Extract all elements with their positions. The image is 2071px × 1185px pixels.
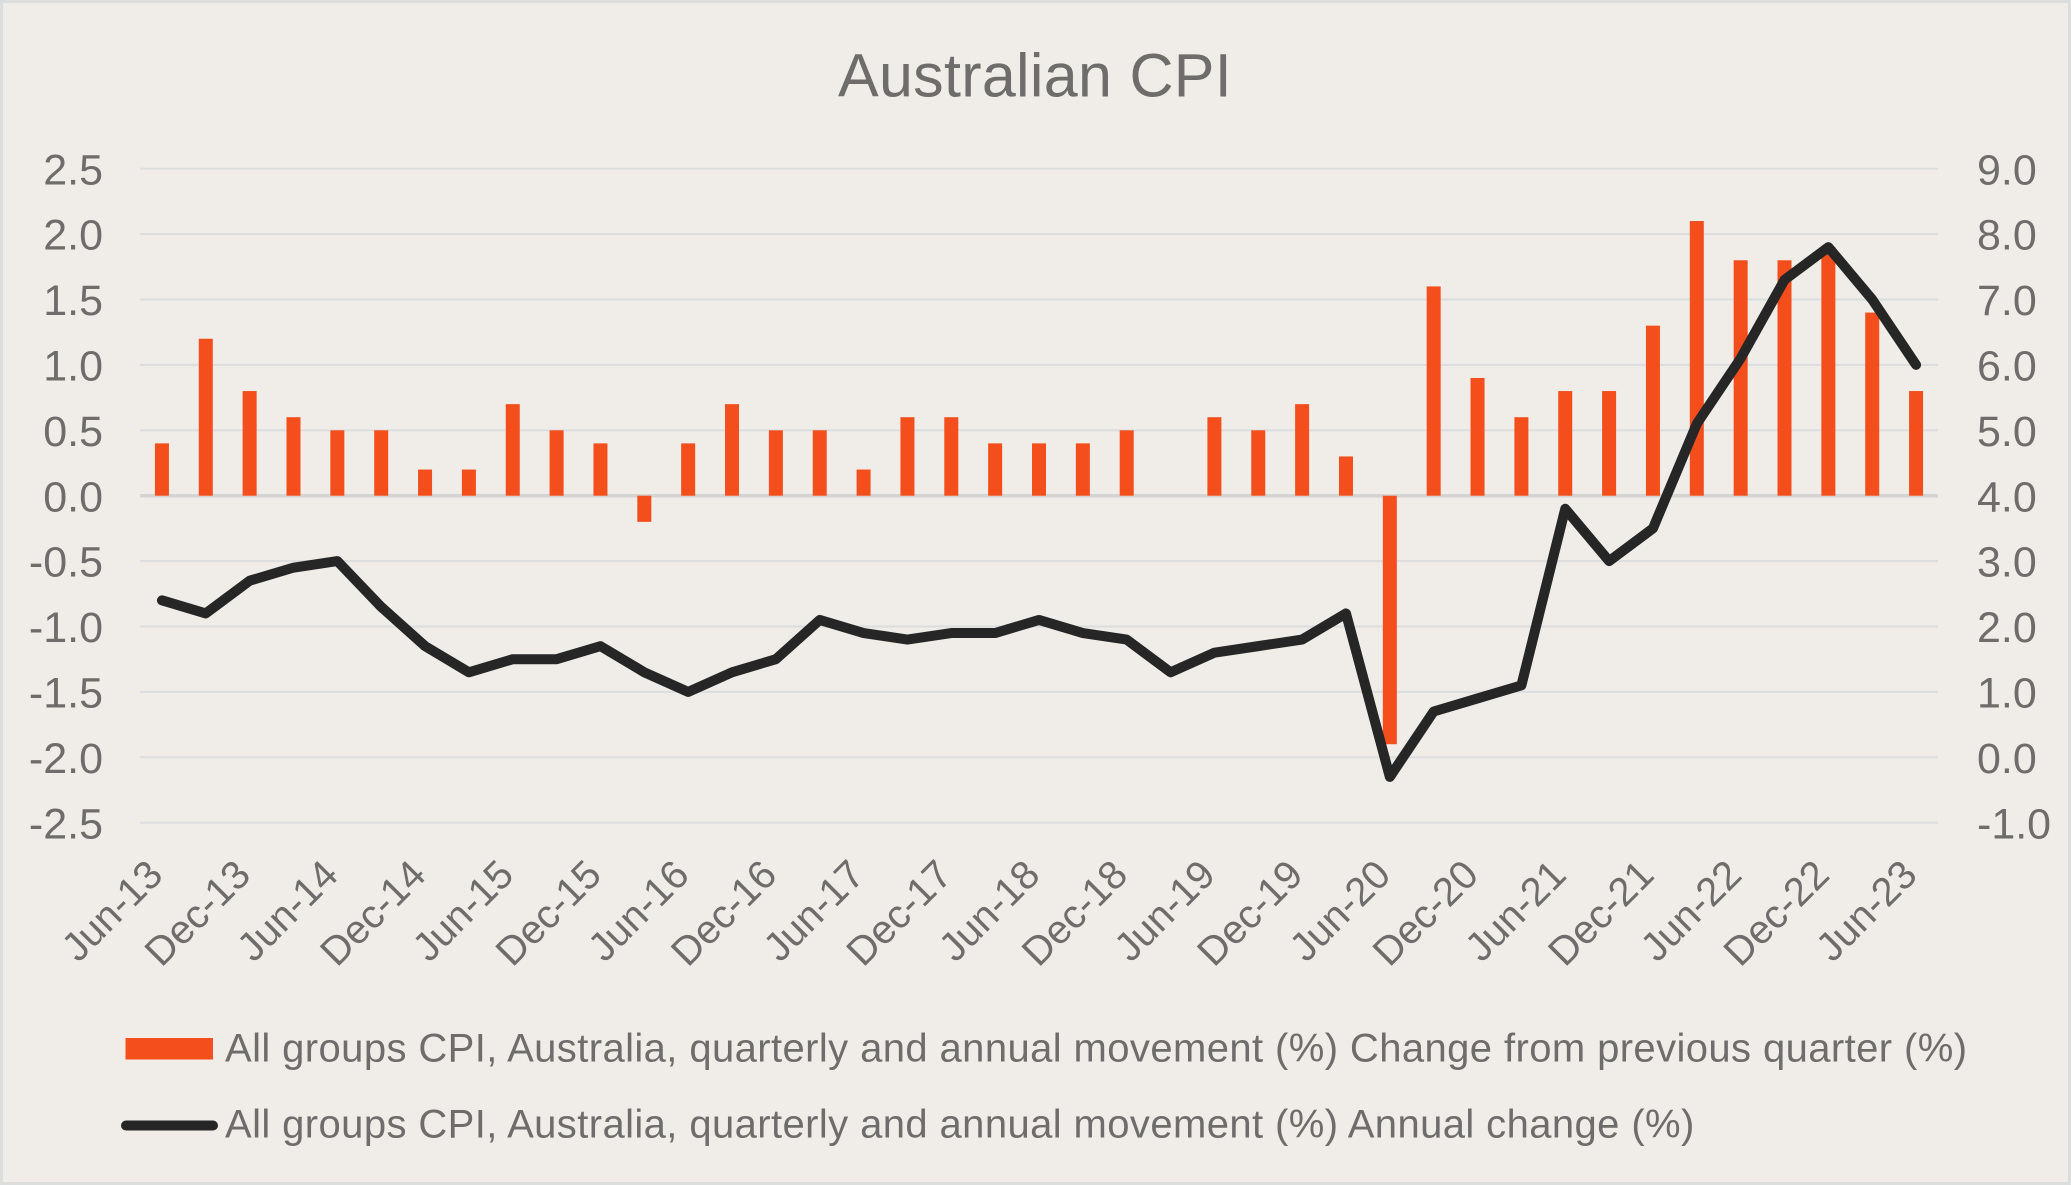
svg-text:2.5: 2.5 (43, 146, 103, 194)
svg-text:5.0: 5.0 (1977, 408, 2037, 456)
svg-text:4.0: 4.0 (1977, 473, 2037, 521)
svg-text:0.5: 0.5 (43, 408, 103, 456)
svg-text:-0.5: -0.5 (29, 539, 103, 587)
svg-text:1.0: 1.0 (1977, 670, 2037, 718)
svg-text:0.0: 0.0 (1977, 735, 2037, 783)
svg-text:-2.5: -2.5 (29, 800, 103, 848)
svg-text:9.0: 9.0 (1977, 146, 2037, 194)
svg-text:1.5: 1.5 (43, 277, 103, 325)
svg-text:6.0: 6.0 (1977, 343, 2037, 391)
svg-text:2.0: 2.0 (1977, 604, 2037, 652)
svg-text:Australian CPI: Australian CPI (838, 42, 1232, 110)
svg-text:3.0: 3.0 (1977, 539, 2037, 587)
svg-text:-1.0: -1.0 (1977, 800, 2051, 848)
svg-text:-2.0: -2.0 (29, 735, 103, 783)
svg-text:All groups CPI, Australia, qua: All groups CPI, Australia, quarterly and… (225, 1102, 1695, 1146)
svg-text:2.0: 2.0 (43, 212, 103, 260)
svg-text:-1.5: -1.5 (29, 670, 103, 718)
svg-text:All groups CPI, Australia, qua: All groups CPI, Australia, quarterly and… (225, 1026, 1967, 1070)
svg-text:8.0: 8.0 (1977, 212, 2037, 260)
svg-text:1.0: 1.0 (43, 343, 103, 391)
svg-text:7.0: 7.0 (1977, 277, 2037, 325)
svg-text:0.0: 0.0 (43, 473, 103, 521)
svg-text:-1.0: -1.0 (29, 604, 103, 652)
